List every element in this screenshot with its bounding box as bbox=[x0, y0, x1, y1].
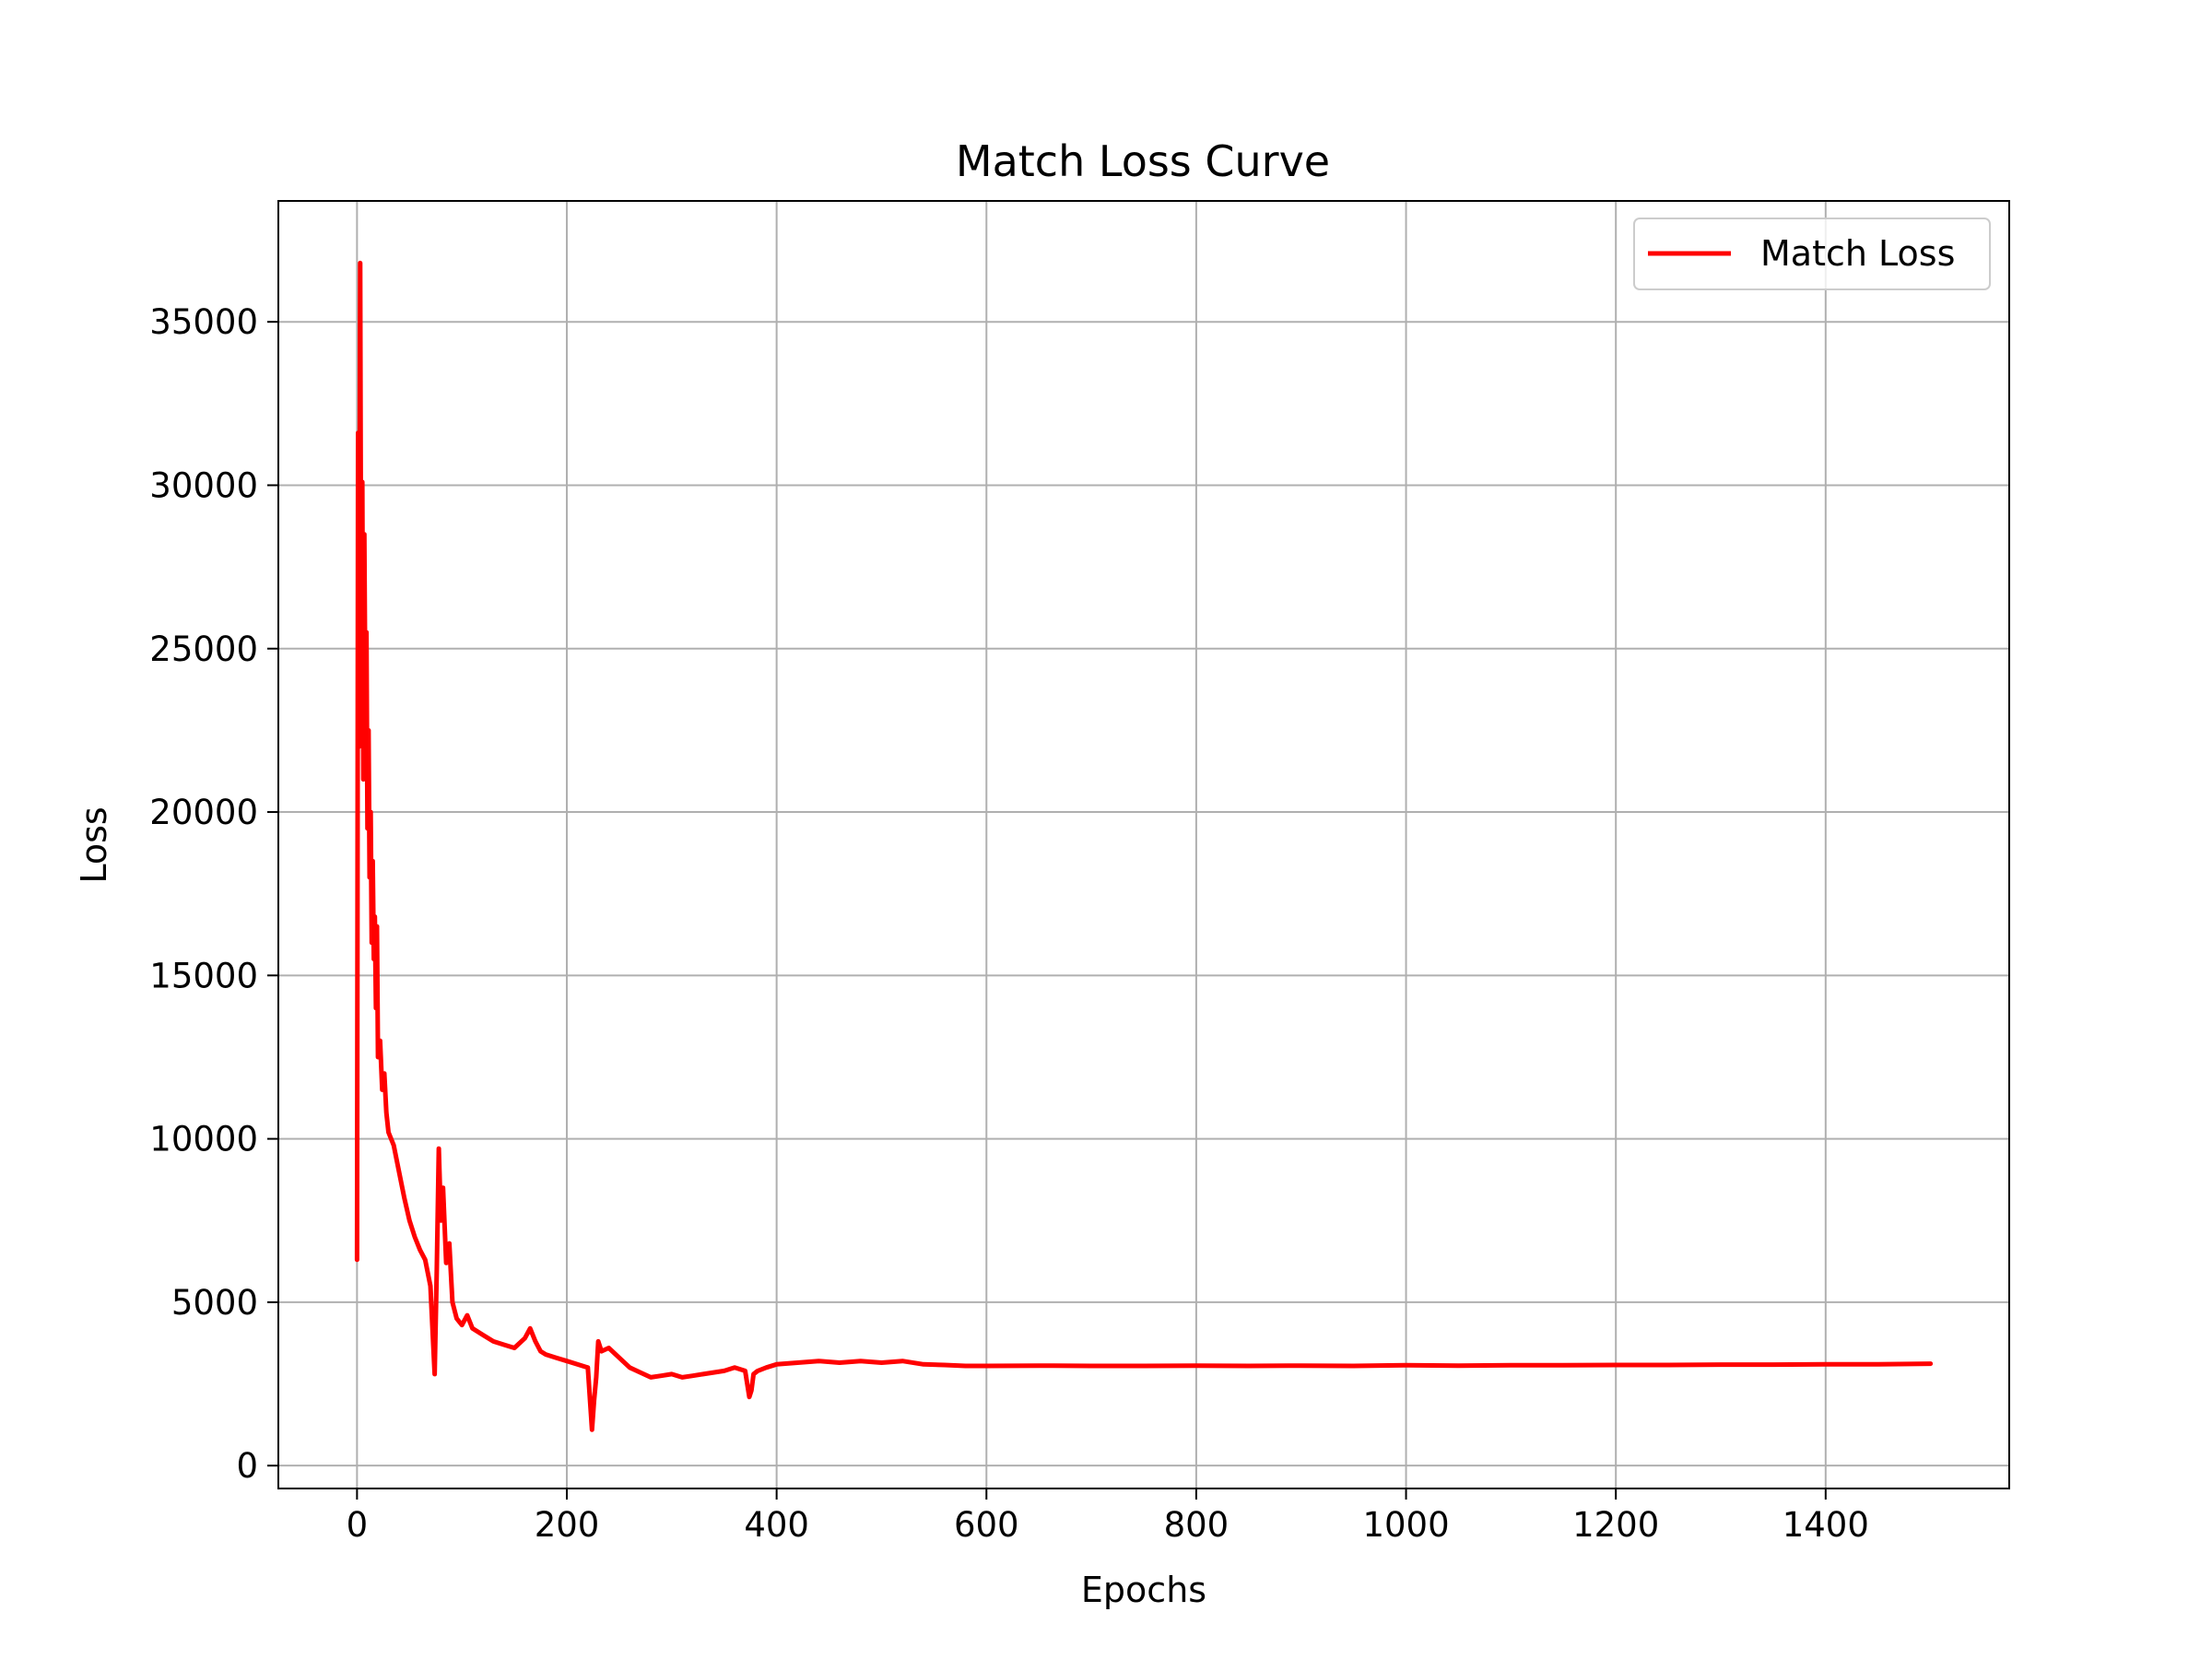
y-tick-label: 0 bbox=[236, 1446, 258, 1486]
y-tick-label: 5000 bbox=[171, 1283, 258, 1323]
x-tick-label: 600 bbox=[954, 1505, 1019, 1545]
legend: Match Loss bbox=[1633, 218, 1991, 290]
y-tick-label: 25000 bbox=[149, 629, 258, 669]
y-tick-label: 20000 bbox=[149, 793, 258, 832]
grid-lines bbox=[278, 201, 2009, 1488]
x-tick-label: 200 bbox=[535, 1505, 600, 1545]
x-tick-label: 800 bbox=[1164, 1505, 1230, 1545]
x-tick-label: 400 bbox=[744, 1505, 809, 1545]
y-tick-label: 30000 bbox=[149, 465, 258, 505]
series-layer bbox=[354, 260, 1934, 1432]
chart-title: Match Loss Curve bbox=[956, 136, 1330, 186]
y-axis-ticks: 0 5000 10000 15000 20000 25000 30000 35000 bbox=[149, 302, 278, 1486]
legend-label-match-loss: Match Loss bbox=[1760, 233, 1955, 274]
x-axis-ticks: 0 200 400 600 800 1000 1200 1400 bbox=[347, 1488, 1869, 1545]
x-tick-label: 1200 bbox=[1572, 1505, 1659, 1545]
x-tick-label: 0 bbox=[347, 1505, 369, 1545]
y-tick-label: 35000 bbox=[149, 302, 258, 342]
y-tick-label: 15000 bbox=[149, 956, 258, 995]
y-axis-label: Loss bbox=[74, 806, 114, 883]
y-tick-label: 10000 bbox=[149, 1120, 258, 1159]
series-line-match-loss bbox=[354, 260, 1934, 1432]
legend-box bbox=[1633, 218, 1991, 290]
plot-frame bbox=[277, 200, 2010, 1489]
x-axis-label: Epochs bbox=[1081, 1570, 1206, 1610]
x-tick-label: 1400 bbox=[1783, 1505, 1869, 1545]
x-tick-label: 1000 bbox=[1362, 1505, 1449, 1545]
